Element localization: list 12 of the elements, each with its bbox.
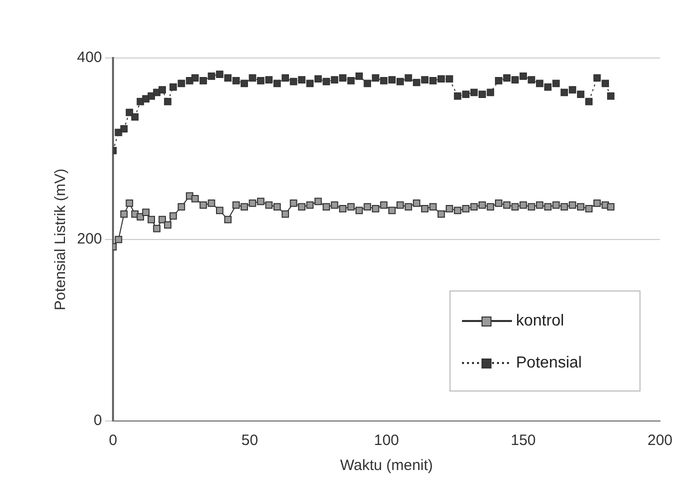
x-tick-label: 150 <box>510 432 536 450</box>
y-tick-label: 0 <box>94 412 102 430</box>
y-tick-label: 400 <box>76 49 102 66</box>
x-tick-label: 100 <box>374 432 400 450</box>
y-tick-label: 200 <box>76 230 102 248</box>
legend-label: Potensial <box>516 354 582 372</box>
x-tick-label: 200 <box>647 432 673 450</box>
x-axis-title: Waktu (menit) <box>340 457 433 474</box>
x-tick-label: 0 <box>108 432 118 450</box>
y-axis-title: Potensial Listrik (mV) <box>52 168 70 310</box>
legend-label: kontrol <box>516 312 564 330</box>
x-tick-label: 50 <box>241 432 258 450</box>
